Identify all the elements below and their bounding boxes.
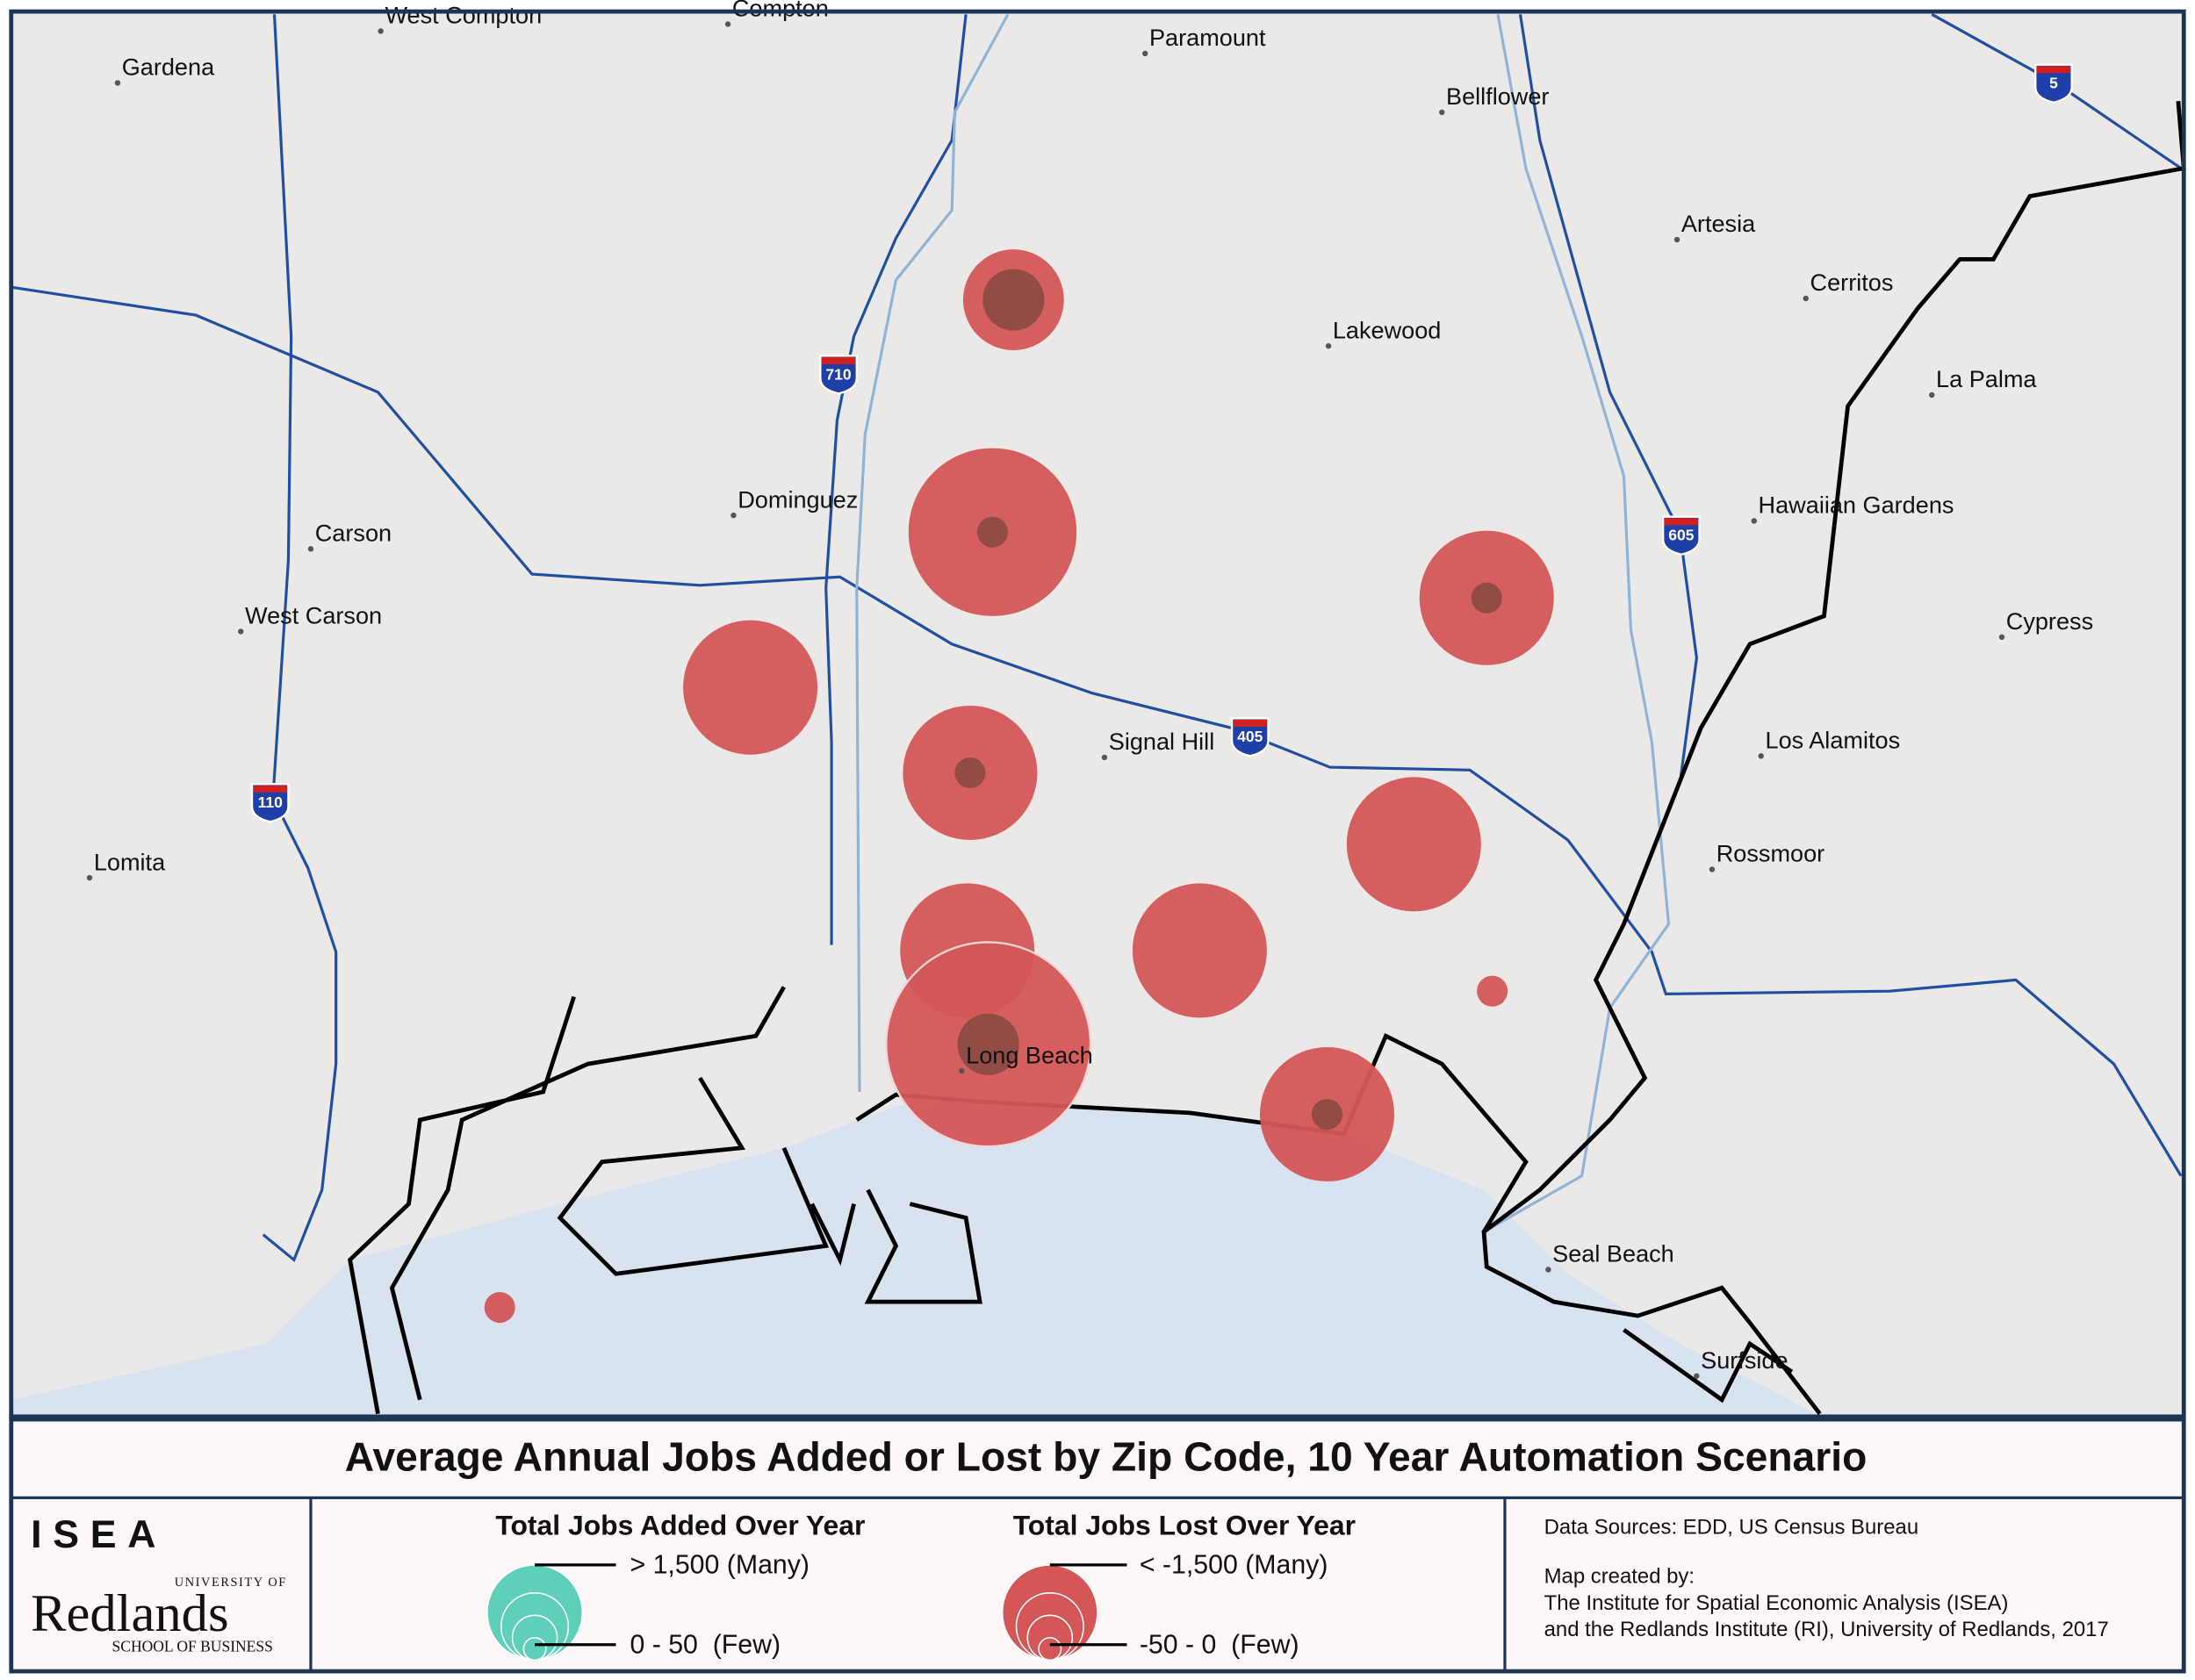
logo-school: Redlands bbox=[31, 1584, 228, 1643]
zip-core bbox=[954, 757, 986, 789]
place-label: West Compton bbox=[385, 2, 542, 29]
highway-shields: 5 710 605 405 110 bbox=[250, 63, 2073, 823]
place-label: Carson bbox=[315, 520, 392, 547]
place-label: Long Beach bbox=[966, 1041, 1093, 1068]
shield bbox=[250, 783, 290, 823]
shield-number: 605 bbox=[1668, 527, 1694, 544]
credit: Data Sources: EDD, US Census Bureau bbox=[1544, 1516, 1919, 1540]
shield-band bbox=[1664, 518, 1698, 526]
place-dot bbox=[724, 21, 731, 27]
zip-core bbox=[976, 516, 1008, 548]
legend-label: < -1,500 (Many) bbox=[1140, 1550, 1328, 1579]
road bbox=[262, 14, 338, 1262]
zip-core bbox=[957, 1013, 1019, 1075]
place-dot bbox=[1545, 1267, 1551, 1273]
place-label: Rossmoor bbox=[1716, 840, 1824, 867]
rail bbox=[855, 13, 1010, 1092]
roads bbox=[11, 12, 2186, 1416]
place-dot bbox=[1694, 1373, 1700, 1379]
zip-circle bbox=[1132, 883, 1267, 1018]
road bbox=[1518, 14, 1699, 785]
shield bbox=[1661, 515, 1701, 556]
place-label: Seal Beach bbox=[1552, 1240, 1674, 1267]
county-line bbox=[1481, 100, 2186, 1416]
legend-panel bbox=[9, 1417, 2186, 1674]
place-label: Dominguez bbox=[738, 485, 858, 513]
place-dot bbox=[114, 80, 121, 86]
legend-label: 0 - 50 (Few) bbox=[630, 1630, 781, 1659]
place-label: Lomita bbox=[94, 848, 166, 875]
zip-core bbox=[982, 269, 1045, 331]
shield-number: 405 bbox=[1237, 728, 1263, 745]
place-label: Gardena bbox=[122, 54, 215, 81]
place-dot bbox=[1673, 236, 1680, 243]
place-dot bbox=[730, 512, 737, 519]
place-labels: West Compton ComptonParamountGardenaBellf… bbox=[86, 0, 2093, 1379]
road bbox=[11, 285, 2183, 1177]
place-dot bbox=[1142, 50, 1148, 57]
place-label: Paramount bbox=[1149, 24, 1266, 51]
shield bbox=[2034, 63, 2073, 104]
place-dot bbox=[1803, 295, 1809, 302]
shield-band bbox=[253, 785, 287, 793]
zip-circle bbox=[484, 1291, 515, 1324]
zip-core bbox=[1311, 1098, 1343, 1131]
logo-division: SCHOOL OF BUSINESS bbox=[112, 1638, 273, 1655]
map-title: Average Annual Jobs Added or Lost by Zip… bbox=[345, 1434, 1868, 1480]
shield-number: 710 bbox=[825, 365, 851, 383]
legend-label: > 1,500 (Many) bbox=[630, 1550, 810, 1579]
shield bbox=[819, 355, 858, 395]
place-label: Bellflower bbox=[1446, 83, 1549, 110]
place-label: Surfside bbox=[1701, 1346, 1788, 1374]
credit: Map created by: bbox=[1544, 1565, 1695, 1589]
place-dot bbox=[1751, 518, 1757, 524]
place-label: Cerritos bbox=[1810, 269, 1894, 296]
zip-core bbox=[1471, 582, 1502, 614]
place-label: Los Alamitos bbox=[1766, 727, 1901, 754]
place-label: Artesia bbox=[1681, 210, 1756, 237]
shield-number: 110 bbox=[258, 793, 284, 811]
credit: and the Redlands Institute (RI), Univers… bbox=[1544, 1618, 2109, 1641]
place-label: La Palma bbox=[1936, 365, 2037, 392]
legend-label: -50 - 0 (Few) bbox=[1140, 1630, 1299, 1659]
place-dot bbox=[1998, 634, 2005, 641]
place-dot bbox=[1758, 753, 1764, 759]
place-label: Lakewood bbox=[1333, 316, 1442, 343]
logo-name: ISEA bbox=[31, 1513, 167, 1556]
zip-circle bbox=[1346, 777, 1481, 912]
logo-university: UNIVERSITY OF bbox=[175, 1576, 287, 1590]
credit: The Institute for Spatial Economic Analy… bbox=[1544, 1591, 2009, 1615]
place-dot bbox=[378, 28, 384, 34]
place-dot bbox=[959, 1067, 965, 1074]
water bbox=[11, 1098, 1820, 1417]
shield-band bbox=[821, 356, 856, 364]
shield bbox=[1230, 717, 1270, 757]
shield-band bbox=[2036, 66, 2071, 74]
place-dot bbox=[1439, 109, 1445, 116]
shield-number: 5 bbox=[2049, 75, 2058, 92]
legend-heading: Total Jobs Added Over Year bbox=[495, 1509, 865, 1540]
place-dot bbox=[1101, 754, 1108, 761]
place-dot bbox=[1929, 391, 1935, 398]
legend-heading: Total Jobs Lost Over Year bbox=[1013, 1509, 1356, 1540]
place-dot bbox=[1325, 342, 1332, 349]
zip-circles bbox=[484, 249, 1554, 1324]
shield-band bbox=[1233, 719, 1267, 727]
place-dot bbox=[1709, 866, 1716, 872]
place-label: Cypress bbox=[2006, 607, 2093, 635]
place-label: Hawaiian Gardens bbox=[1759, 492, 1954, 519]
rail bbox=[1483, 14, 1671, 1233]
place-dot bbox=[86, 874, 93, 881]
place-dot bbox=[238, 628, 244, 635]
place-dot bbox=[307, 546, 314, 552]
place-label: West Carson bbox=[245, 602, 382, 629]
place-label: Signal Hill bbox=[1109, 728, 1214, 755]
zip-circle bbox=[1477, 975, 1508, 1007]
zip-circle bbox=[683, 620, 818, 755]
map-frame bbox=[9, 9, 2186, 1419]
